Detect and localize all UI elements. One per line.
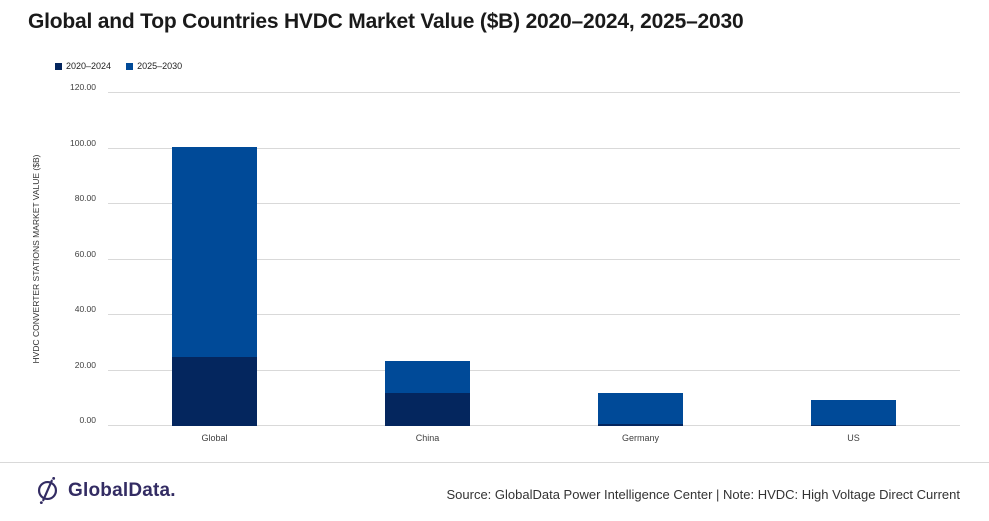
legend-item-2020–2024: 2020–2024: [55, 61, 111, 71]
gridline: [108, 314, 960, 315]
y-tick-label: 0.00: [79, 415, 96, 425]
globaldata-logo-icon: [34, 477, 61, 504]
x-label-germany: Germany: [621, 433, 659, 443]
bar-china: [385, 360, 470, 426]
gridline: [108, 258, 960, 260]
y-tick-label: 100.00: [70, 137, 96, 148]
bar-segment-us-2025–2030: [811, 399, 896, 426]
bar-segment-germany-2020–2024: [598, 424, 683, 426]
bar-segment-global-2020–2024: [172, 356, 257, 426]
gridline: [108, 425, 960, 426]
legend-item-2025–2030: 2025–2030: [126, 61, 182, 71]
gridline: [108, 92, 960, 93]
legend-swatch-icon: [126, 62, 134, 70]
plot-area: 0.00 20.00 40.00 60.00 80.00 100.00 120.00: [70, 82, 960, 426]
gridline: [108, 369, 960, 371]
page-title: Global and Top Countries HVDC Market Val…: [28, 10, 744, 33]
x-label-us: US: [847, 433, 860, 443]
x-label-china: China: [415, 433, 440, 443]
chart-legend: 2020–2024 2025–2030: [55, 61, 182, 71]
y-tick-label: 60.00: [74, 248, 96, 259]
y-tick-label: 20.00: [74, 359, 96, 370]
gridline: [108, 203, 960, 204]
source-note: Source: GlobalData Power Intelligence Ce…: [446, 487, 960, 502]
bar-segment-us-2020–2024: [811, 425, 896, 426]
footer-divider: [0, 462, 989, 463]
logo-text: GlobalData.: [68, 479, 176, 501]
globaldata-logo: GlobalData.: [34, 477, 176, 504]
y-tick-label: 40.00: [74, 304, 96, 314]
bar-germany: [598, 393, 683, 426]
legend-swatch-icon: [55, 62, 62, 70]
bar-segment-global-2025–2030: [172, 147, 257, 357]
y-axis-label: HVDC CONVERTER STATIONS MARKET VALUE ($B…: [31, 154, 41, 364]
x-label-global: Global: [201, 433, 228, 443]
bar-segment-germany-2025–2030: [598, 393, 683, 425]
gridline: [108, 147, 960, 149]
bar-segment-china-2020–2024: [385, 392, 470, 426]
legend-label: 2020–2024: [66, 61, 112, 71]
y-tick-label: 120.00: [70, 82, 96, 92]
bar-segment-china-2025–2030: [385, 360, 470, 393]
bar-us: [811, 399, 896, 426]
legend-label: 2025–2030: [137, 61, 183, 71]
y-tick-label: 80.00: [74, 193, 96, 203]
bar-global: [172, 147, 257, 426]
